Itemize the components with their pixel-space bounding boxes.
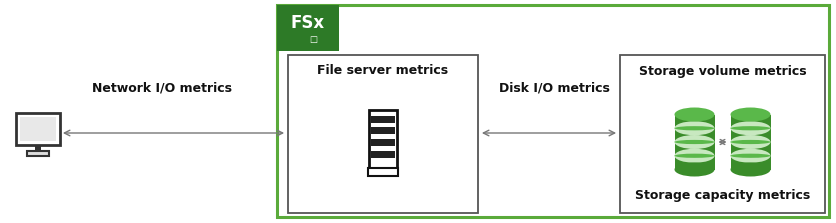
Text: ☐: ☐ [309,36,317,45]
Bar [27,151,49,156]
Text: Storage capacity metrics: Storage capacity metrics [635,188,810,202]
Bar [731,114,771,169]
Ellipse shape [675,135,715,149]
Bar [20,117,56,141]
Text: Disk I/O metrics: Disk I/O metrics [498,81,609,95]
Bar [277,5,829,217]
Ellipse shape [731,154,771,158]
Ellipse shape [675,163,715,176]
Ellipse shape [731,149,771,163]
Ellipse shape [675,149,715,163]
Text: Network I/O metrics: Network I/O metrics [92,81,232,95]
Bar [675,114,715,169]
Bar [288,55,478,213]
Ellipse shape [731,126,771,130]
Ellipse shape [731,163,771,176]
Ellipse shape [675,154,715,158]
Ellipse shape [731,121,771,135]
Ellipse shape [675,121,715,135]
Text: File server metrics: File server metrics [318,64,449,78]
Bar [620,55,825,213]
Ellipse shape [675,126,715,130]
Bar [16,113,60,145]
Ellipse shape [731,140,771,144]
Bar [371,127,395,134]
Ellipse shape [675,140,715,144]
Bar [368,168,398,176]
Bar [35,145,41,151]
Bar [371,151,395,158]
Ellipse shape [731,107,771,122]
Bar [277,5,339,51]
Ellipse shape [731,135,771,149]
Bar [371,116,395,123]
Ellipse shape [675,107,715,122]
Bar [371,139,395,146]
Bar [369,110,397,168]
Text: Storage volume metrics: Storage volume metrics [639,64,806,78]
Text: FSx: FSx [291,14,325,32]
